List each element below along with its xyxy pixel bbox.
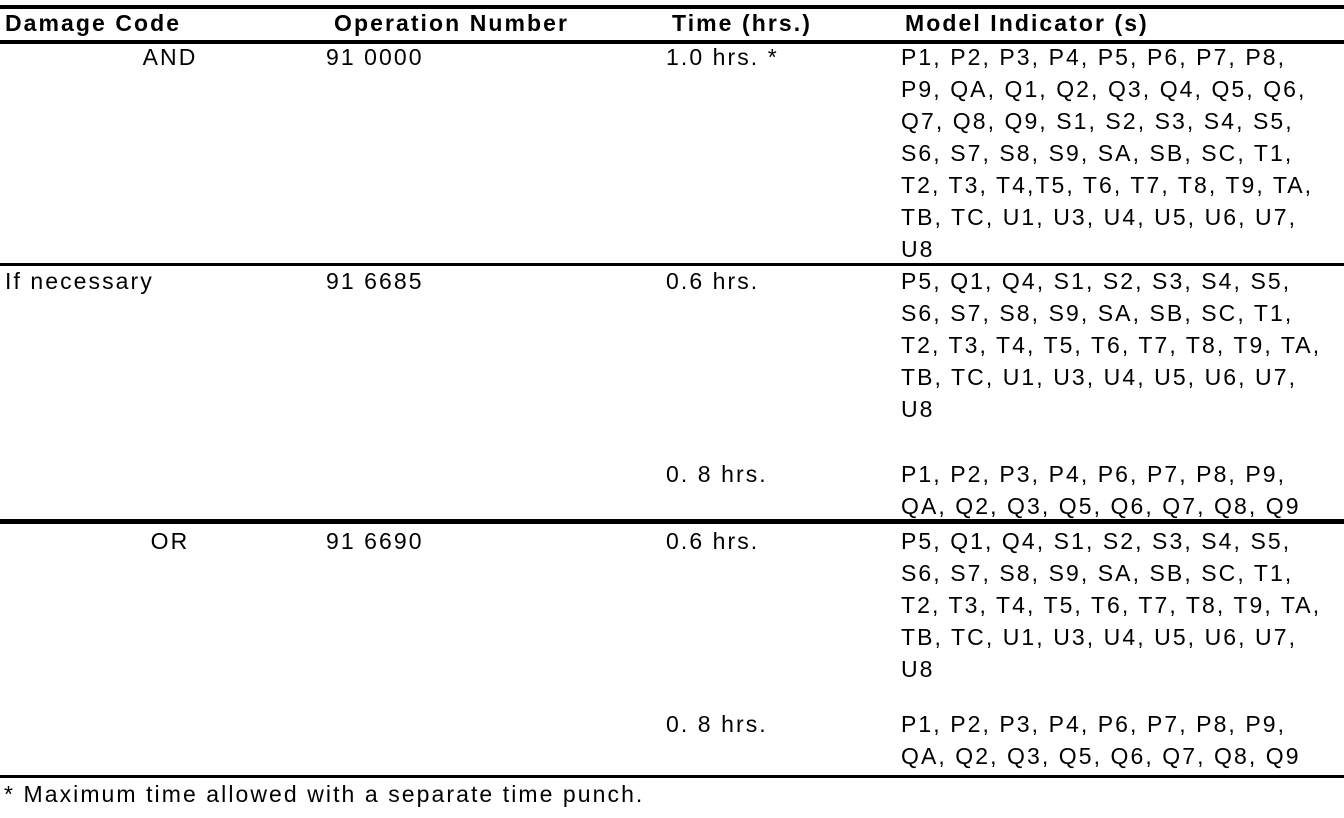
column-header-time: Time (hrs.)	[672, 10, 812, 36]
time-value: 1.0 hrs. *	[666, 44, 779, 70]
model-line: S6, S7, S8, S9, SA, SB, SC, T1,	[901, 560, 1294, 586]
damage-code-value: OR	[150, 528, 190, 554]
model-line: U8	[901, 656, 935, 682]
column-header-model-indicator: Model Indicator (s)	[905, 10, 1149, 36]
model-line: TB, TC, U1, U3, U4, U5, U6, U7,	[901, 204, 1298, 230]
model-indicator-list: P1, P2, P3, P4, P6, P7, P8, P9, QA, Q2, …	[901, 708, 1301, 772]
column-header-damage-code: Damage Code	[5, 10, 182, 36]
model-line: T2, T3, T4, T5, T6, T7, T8, T9, TA,	[901, 592, 1322, 618]
operation-number-value: 91 6685	[326, 268, 424, 294]
model-line: QA, Q2, Q3, Q5, Q6, Q7, Q8, Q9	[901, 493, 1301, 519]
model-indicator-list: P5, Q1, Q4, S1, S2, S3, S4, S5, S6, S7, …	[901, 525, 1321, 685]
model-line: Q7, Q8, Q9, S1, S2, S3, S4, S5,	[901, 108, 1294, 134]
model-indicator-list: P1, P2, P3, P4, P6, P7, P8, P9, QA, Q2, …	[901, 458, 1301, 522]
column-header-operation-number: Operation Number	[334, 10, 570, 36]
model-line: S6, S7, S8, S9, SA, SB, SC, T1,	[901, 300, 1294, 326]
model-line: TB, TC, U1, U3, U4, U5, U6, U7,	[901, 624, 1298, 650]
operation-number-value: 91 6690	[326, 528, 424, 554]
model-line: U8	[901, 396, 935, 422]
footnote: * Maximum time allowed with a separate t…	[4, 781, 645, 807]
time-value: 0.6 hrs.	[666, 268, 760, 294]
model-line: P5, Q1, Q4, S1, S2, S3, S4, S5,	[901, 528, 1292, 554]
model-indicator-list: P1, P2, P3, P4, P5, P6, P7, P8, P9, QA, …	[901, 41, 1313, 265]
footnote-divider	[0, 775, 1344, 778]
row-divider-2	[0, 519, 1344, 524]
model-line: T2, T3, T4,T5, T6, T7, T8, T9, TA,	[901, 172, 1314, 198]
table-top-border	[0, 5, 1344, 9]
time-value: 0. 8 hrs.	[666, 461, 768, 487]
model-line: P1, P2, P3, P4, P5, P6, P7, P8,	[901, 44, 1287, 70]
model-line: TB, TC, U1, U3, U4, U5, U6, U7,	[901, 364, 1298, 390]
row-divider-1	[0, 263, 1344, 266]
model-indicator-list: P5, Q1, Q4, S1, S2, S3, S4, S5, S6, S7, …	[901, 265, 1321, 425]
model-line: P5, Q1, Q4, S1, S2, S3, S4, S5,	[901, 268, 1292, 294]
time-value: 0.6 hrs.	[666, 528, 760, 554]
model-line: T2, T3, T4, T5, T6, T7, T8, T9, TA,	[901, 332, 1322, 358]
model-line: U8	[901, 236, 935, 262]
damage-code-value: AND	[142, 44, 198, 70]
time-value: 0. 8 hrs.	[666, 711, 768, 737]
damage-code-value: If necessary	[5, 268, 154, 294]
model-line: P1, P2, P3, P4, P6, P7, P8, P9,	[901, 461, 1287, 487]
header-underline	[0, 40, 1344, 44]
model-line: S6, S7, S8, S9, SA, SB, SC, T1,	[901, 140, 1294, 166]
model-line: QA, Q2, Q3, Q5, Q6, Q7, Q8, Q9	[901, 743, 1301, 769]
model-line: P9, QA, Q1, Q2, Q3, Q4, Q5, Q6,	[901, 76, 1307, 102]
model-line: P1, P2, P3, P4, P6, P7, P8, P9,	[901, 711, 1287, 737]
operation-number-value: 91 0000	[326, 44, 424, 70]
